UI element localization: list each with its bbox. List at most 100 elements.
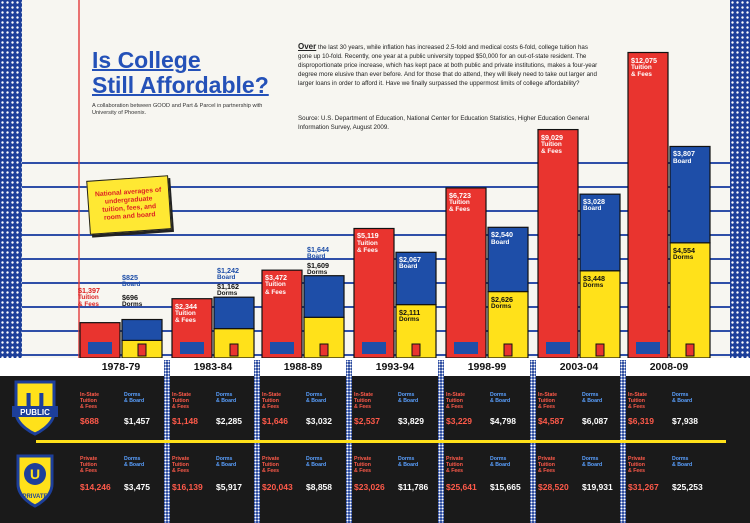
public-tuition-value-text: $2,537 xyxy=(354,416,380,426)
year-label: 1993-94 xyxy=(375,361,415,373)
public-tuition-label-text: Tuition xyxy=(80,398,97,404)
tuition-label-1988-89-line: Tuition xyxy=(265,281,286,289)
dorms-label-1988-89-line: Dorms xyxy=(307,268,328,276)
public-dorms-value: $1,457 xyxy=(124,416,150,426)
public-tuition-label-text: & Fees xyxy=(446,404,464,410)
composition-cover-right xyxy=(730,0,750,363)
board-bar-1993-94 xyxy=(395,251,437,306)
board-label-1988-89-line: Board xyxy=(307,252,326,260)
public-word: PUBLIC xyxy=(20,408,50,417)
private-dorms-value: $8,858 xyxy=(306,482,332,492)
private-tuition-label-text: Tuition xyxy=(262,462,279,468)
dorms-label-2008-09-line: Dorms xyxy=(673,253,694,261)
dorms-label-1998-99-line: Dorms xyxy=(491,302,512,310)
source-text: Source: U.S. Department of Education, Na… xyxy=(298,115,589,131)
board-label-1978-79-line: $825 xyxy=(122,272,138,282)
tuition-label-1988-89: $3,472 Tuition & Fees xyxy=(265,274,287,296)
public-tuition-label-text: Tuition xyxy=(446,398,463,404)
dorms-bar-2008-09 xyxy=(669,242,711,359)
public-dorms-label-text: Dorms xyxy=(490,392,507,398)
tuition-label-1998-99: $6,723 Tuition & Fees xyxy=(449,192,471,214)
private-tuition-label-text: Tuition xyxy=(538,462,555,468)
public-dorms-label: Dorms & Board xyxy=(216,392,236,404)
public-tuition-label-text: & Fees xyxy=(80,404,98,410)
tuition-label-2003-04: $9,029 Tuition & Fees xyxy=(541,133,563,156)
board-label-2008-09: $3,807 Board xyxy=(673,150,695,164)
private-tuition-label-text: & Fees xyxy=(538,468,556,474)
private-dorms-value-text: $25,253 xyxy=(672,482,703,492)
private-tuition-label: Private Tuition & Fees xyxy=(538,456,555,474)
private-tuition-value: $20,043 xyxy=(262,482,293,492)
building-icon xyxy=(270,342,294,354)
intro-body: the last 30 years, while inflation has i… xyxy=(298,44,598,87)
public-tuition-label-text: Tuition xyxy=(262,398,279,404)
public-dorms-label: Dorms & Board xyxy=(672,392,692,404)
tuition-bar-1993-94 xyxy=(353,227,395,359)
board-label-1993-94-line: $2,067 xyxy=(399,255,421,265)
private-dorms-label-text: Dorms xyxy=(672,456,689,462)
private-dorms-value-text: $3,475 xyxy=(124,482,150,492)
public-dorms-value: $4,798 xyxy=(490,416,516,426)
dorms-label-2008-09-line: $4,554 xyxy=(673,245,695,255)
private-tuition-label-text: & Fees xyxy=(262,468,280,474)
public-dorms-label: Dorms & Board xyxy=(306,392,326,404)
door-icon xyxy=(595,343,605,357)
public-tuition-value: $1,646 xyxy=(262,416,288,426)
dorms-label-1983-84-line: Dorms xyxy=(217,290,238,298)
public-tuition-label-text: Tuition xyxy=(172,398,189,404)
public-shield-icon: U PUBLIC xyxy=(12,380,58,436)
private-tuition-value: $28,520 xyxy=(538,482,569,492)
year-label: 1998-99 xyxy=(467,361,507,373)
public-tuition-value-text: $688 xyxy=(80,416,99,426)
public-tuition-label-text: In-State xyxy=(80,392,100,398)
board-bar-1983-84 xyxy=(213,296,255,330)
tuition-label-1978-79-line: Tuition xyxy=(78,293,99,301)
private-tuition-label: Private Tuition & Fees xyxy=(628,456,645,474)
public-tuition-value: $4,587 xyxy=(538,416,564,426)
public-dorms-label-text: Dorms xyxy=(398,392,415,398)
board-label-1983-84-line: Board xyxy=(217,274,236,282)
private-dorms-label: Dorms & Board xyxy=(582,456,602,468)
private-shield-icon: U PRIVATE xyxy=(16,454,54,508)
title-line-2: Still Affordable? xyxy=(92,72,269,98)
private-dorms-value: $5,917 xyxy=(216,482,242,492)
dorms-label-1978-79: $696 Dorms xyxy=(122,292,142,308)
door-icon xyxy=(411,343,421,357)
public-dorms-label: Dorms & Board xyxy=(398,392,418,404)
private-shield-letter: U xyxy=(30,466,40,482)
public-dorms-value: $6,087 xyxy=(582,416,608,426)
private-tuition-value-text: $31,267 xyxy=(628,482,659,492)
public-dorms-value-text: $4,798 xyxy=(490,416,516,426)
public-tuition-label-text: Tuition xyxy=(354,398,371,404)
private-tuition-label: Private Tuition & Fees xyxy=(262,456,279,474)
private-dorms-label-text: & Board xyxy=(398,462,419,468)
public-dorms-value-text: $2,285 xyxy=(216,416,242,426)
private-dorms-label-text: Dorms xyxy=(490,456,507,462)
tuition-label-1983-84-line: Tuition xyxy=(175,309,196,317)
tuition-label-1978-79-line: & Fees xyxy=(78,301,99,309)
public-tuition-label-text: In-State xyxy=(446,392,466,398)
margin-line xyxy=(78,0,80,363)
tuition-bar-2003-04 xyxy=(537,128,579,359)
private-tuition-label-text: & Fees xyxy=(80,468,98,474)
public-dorms-value-text: $7,938 xyxy=(672,416,698,426)
private-dorms-value-text: $15,665 xyxy=(490,482,521,492)
dorms-label-1978-79-line: $696 xyxy=(122,292,138,302)
board-bar-2003-04 xyxy=(579,193,621,272)
public-tuition-value-text: $6,319 xyxy=(628,416,654,426)
tuition-label-1993-94-line: Tuition xyxy=(357,239,378,247)
tuition-bar-1998-99 xyxy=(445,187,487,359)
private-dorms-label-text: Dorms xyxy=(582,456,599,462)
public-tuition-value: $3,229 xyxy=(446,416,472,426)
building-icon xyxy=(180,342,204,354)
door-icon xyxy=(137,343,147,357)
public-tuition-label-text: Tuition xyxy=(628,398,645,404)
public-dorms-label-text: Dorms xyxy=(582,392,599,398)
private-dorms-label-text: Dorms xyxy=(306,456,323,462)
board-label-2003-04-line: $3,028 xyxy=(583,197,605,207)
door-icon xyxy=(229,343,239,357)
public-tuition-label: In-State Tuition & Fees xyxy=(354,392,373,410)
public-tuition-label: In-State Tuition & Fees xyxy=(538,392,557,410)
building-icon xyxy=(362,342,386,354)
private-dorms-label: Dorms & Board xyxy=(124,456,144,468)
